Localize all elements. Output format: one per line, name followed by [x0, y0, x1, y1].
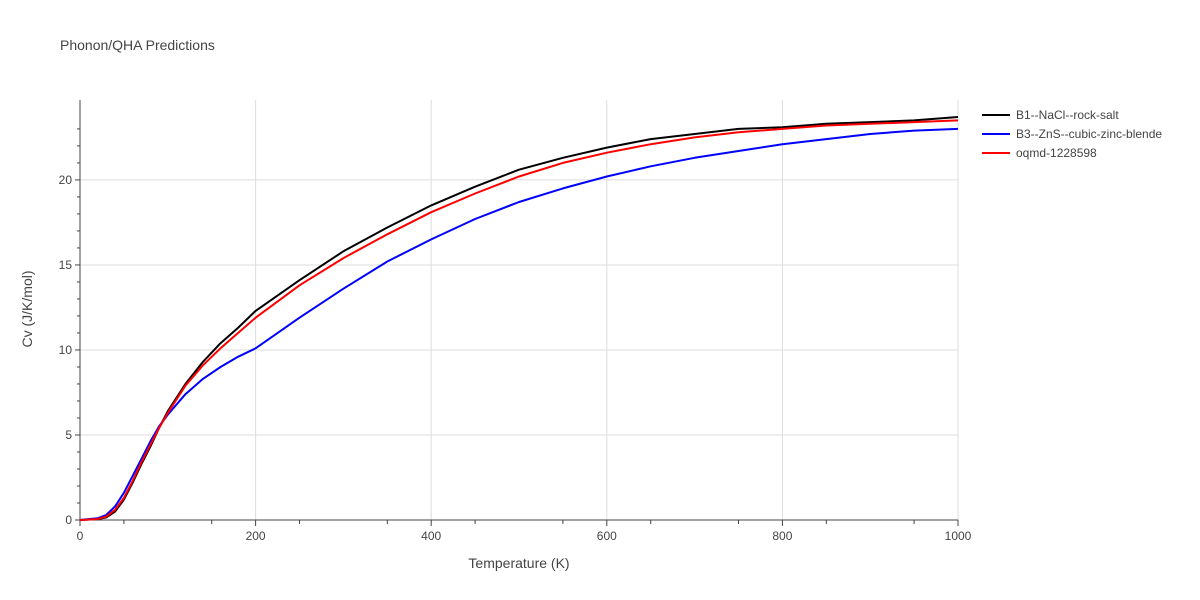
y-tick-label: 5 — [65, 428, 72, 442]
x-tick-labels: 0 200 400 600 800 1000 — [77, 529, 972, 543]
x-tick-label: 0 — [77, 529, 84, 543]
x-tick-label: 400 — [421, 529, 441, 543]
x-tick-label: 600 — [597, 529, 617, 543]
x-tick-label: 800 — [772, 529, 792, 543]
axes — [75, 100, 959, 526]
series-line-1[interactable] — [79, 127, 959, 521]
y-axis-title: Cv (J/K/mol) — [19, 271, 35, 348]
y-tick-label: 20 — [59, 173, 73, 187]
x-tick-label: 1000 — [945, 529, 972, 543]
series-layer — [79, 116, 959, 521]
legend-label-2[interactable]: oqmd-1228598 — [1016, 146, 1097, 160]
y-tick-label: 10 — [59, 343, 73, 357]
x-axis-title: Temperature (K) — [468, 555, 569, 571]
gridlines — [80, 100, 959, 520]
chart-title: Phonon/QHA Predictions — [60, 37, 215, 53]
y-tick-label: 15 — [59, 258, 73, 272]
legend-label-1[interactable]: B3--ZnS--cubic-zinc-blende — [1016, 127, 1162, 141]
y-tick-labels: 0 5 10 15 20 — [59, 173, 73, 527]
series-line-2[interactable] — [79, 119, 959, 521]
legend[interactable]: B1--NaCl--rock-salt B3--ZnS--cubic-zinc-b… — [982, 108, 1162, 160]
y-tick-label: 0 — [65, 513, 72, 527]
x-tick-label: 200 — [246, 529, 266, 543]
legend-label-0[interactable]: B1--NaCl--rock-salt — [1016, 108, 1119, 122]
